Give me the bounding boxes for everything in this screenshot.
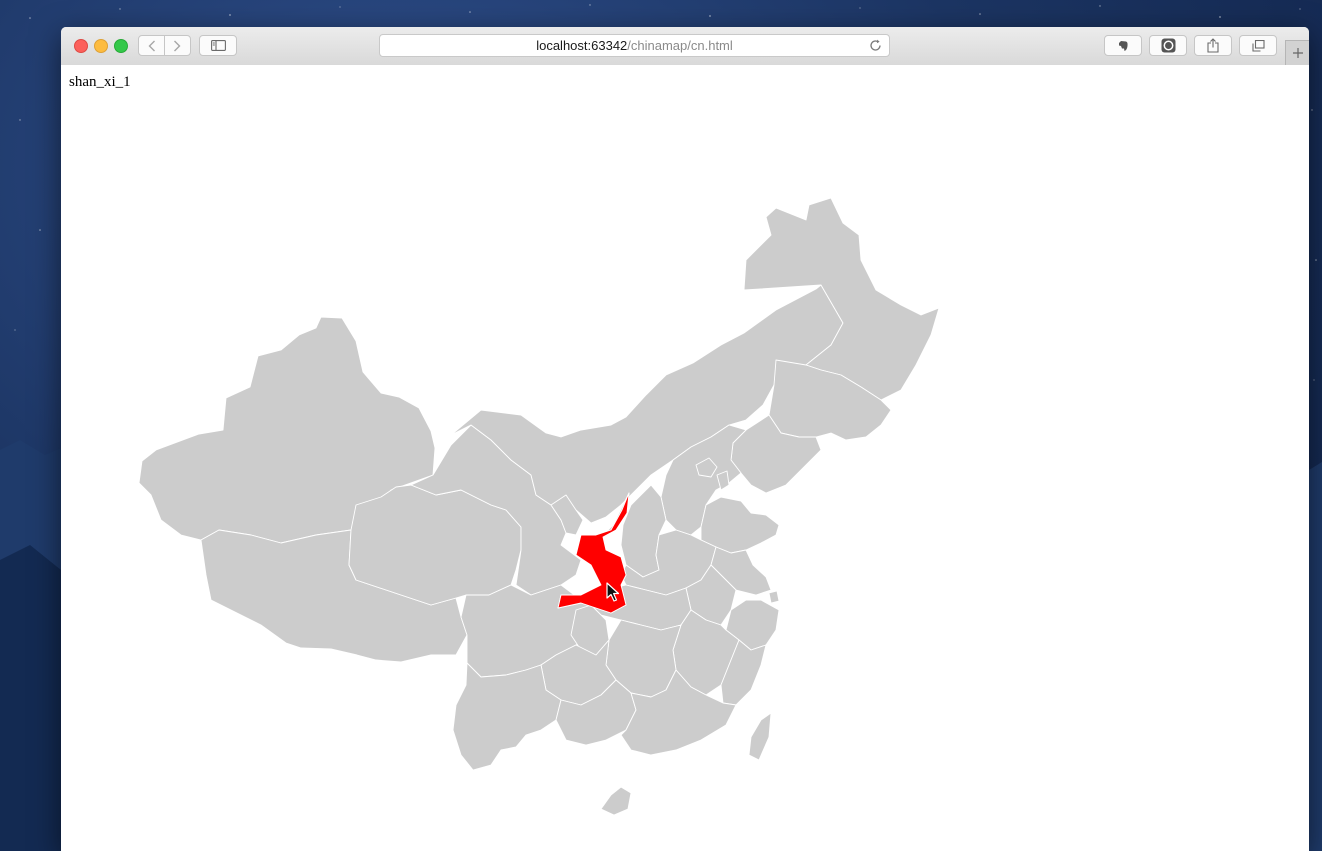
maximize-window-button[interactable]	[114, 39, 128, 53]
evernote-icon	[1119, 40, 1128, 51]
region-shandong[interactable]	[700, 496, 780, 554]
address-bar[interactable]: localhost:63342/chinamap/cn.html	[379, 34, 890, 57]
sidebar-icon	[210, 40, 226, 51]
chevron-left-icon	[148, 40, 155, 51]
region-hainan[interactable]	[600, 786, 632, 816]
tab-overview-button[interactable]	[1239, 35, 1277, 56]
china-map	[138, 197, 940, 816]
region-beijing[interactable]	[695, 457, 718, 478]
evernote-extension-button[interactable]	[1104, 35, 1142, 56]
share-button[interactable]	[1194, 35, 1232, 56]
region-shan-xi-1-selected[interactable]	[557, 492, 630, 614]
url-path: /chinamap/cn.html	[627, 38, 733, 53]
close-window-button[interactable]	[74, 39, 88, 53]
plus-icon	[1293, 48, 1303, 58]
show-sidebar-button[interactable]	[199, 35, 237, 56]
region-yunnan[interactable]	[452, 662, 562, 771]
region-shanghai[interactable]	[768, 590, 780, 604]
region-taiwan[interactable]	[748, 712, 772, 761]
region-guangdong[interactable]	[620, 669, 737, 756]
selected-region-label: shan_xi_1	[69, 74, 131, 90]
browser-window: localhost:63342/chinamap/cn.html shan_xi…	[61, 27, 1309, 851]
tab-overview-icon	[1251, 39, 1265, 52]
url-host: localhost:63342	[536, 38, 628, 53]
new-tab-button[interactable]	[1285, 40, 1309, 65]
cursor-arrow-icon	[606, 582, 620, 602]
back-button[interactable]	[139, 36, 164, 55]
chevron-right-icon	[174, 40, 181, 51]
browser-toolbar: localhost:63342/chinamap/cn.html	[61, 27, 1309, 66]
forward-button[interactable]	[165, 36, 190, 55]
circle-extension-icon	[1161, 38, 1175, 53]
navigation-buttons	[138, 35, 191, 56]
extension-button[interactable]	[1149, 35, 1187, 56]
share-icon	[1207, 38, 1219, 53]
page-content: shan_xi_1	[61, 65, 1309, 851]
reload-icon[interactable]	[868, 38, 883, 53]
region-tianjin[interactable]	[716, 470, 730, 491]
nav-divider	[164, 36, 165, 55]
region-ningxia[interactable]	[550, 494, 584, 536]
minimize-window-button[interactable]	[94, 39, 108, 53]
region-xizang[interactable]	[200, 529, 468, 663]
